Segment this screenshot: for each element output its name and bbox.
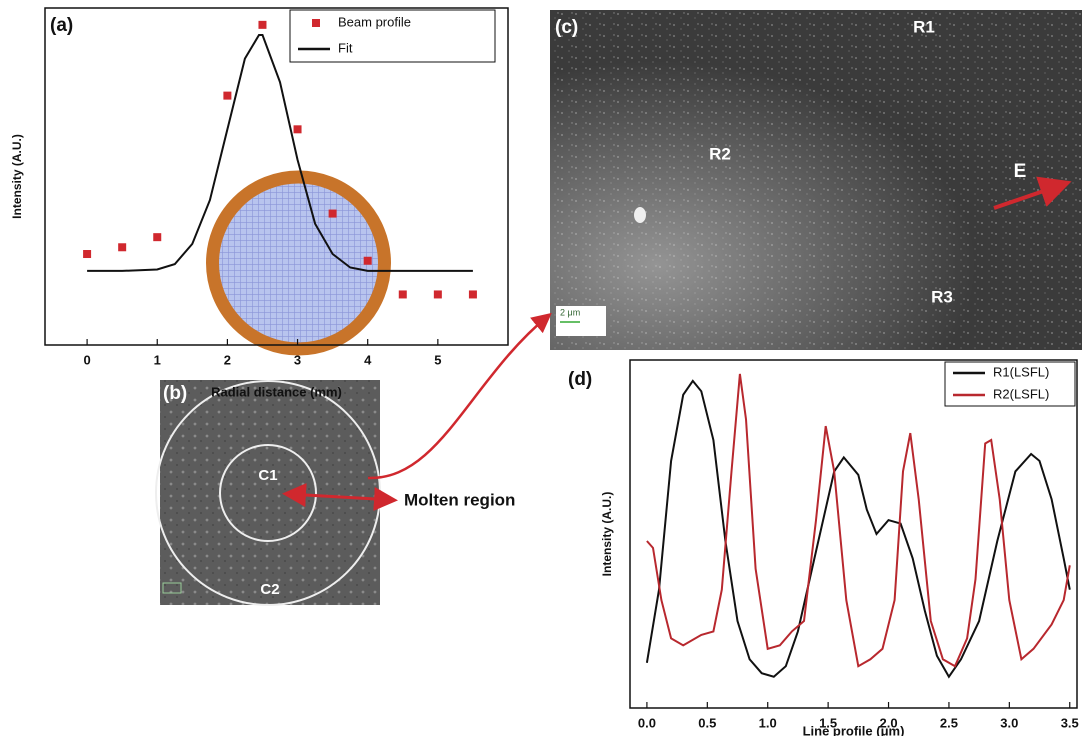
data-line — [87, 34, 473, 272]
panel-label: (b) — [163, 383, 187, 404]
panel-label: (a) — [50, 15, 73, 36]
region-label: R2 — [709, 144, 731, 163]
x-tick-label: 0.0 — [638, 715, 656, 730]
data-line — [645, 379, 1071, 679]
x-tick-label: 3.0 — [1000, 715, 1018, 730]
x-axis-label: Line profile (μm) — [803, 723, 905, 736]
field-label: E — [1014, 161, 1027, 182]
x-tick-label: 5 — [434, 352, 441, 367]
data-point — [398, 290, 407, 299]
panel-label: (d) — [568, 369, 592, 390]
image-c — [550, 10, 1082, 350]
data-point — [363, 256, 372, 265]
x-tick-label: 2 — [224, 352, 231, 367]
overlay-image — [206, 170, 391, 356]
data-point — [153, 233, 162, 242]
region-label: C2 — [260, 581, 279, 598]
legend-swatch — [312, 19, 320, 27]
y-axis-label: Intensity (A.U.) — [10, 134, 24, 219]
region-label: R1 — [913, 17, 935, 36]
x-tick-label: 0.5 — [698, 715, 716, 730]
legend-label: R1(LSFL) — [993, 364, 1049, 379]
data-line — [646, 373, 1071, 668]
legend-box — [944, 361, 1076, 407]
panel-label: (c) — [555, 17, 578, 38]
image-b — [155, 380, 381, 606]
x-tick-label: 3 — [294, 352, 301, 367]
arrow — [282, 483, 398, 511]
x-tick-label: 1 — [154, 352, 161, 367]
region-label: C1 — [258, 467, 277, 484]
annotation: Molten region — [404, 490, 515, 509]
data-point — [258, 20, 267, 29]
plot-frame — [44, 7, 509, 346]
x-tick-label: 1.5 — [819, 715, 837, 730]
x-tick-label: 3.5 — [1061, 715, 1079, 730]
data-point — [83, 250, 92, 259]
legend-label: R2(LSFL) — [993, 386, 1049, 401]
x-tick-label: 2.5 — [940, 715, 958, 730]
region-label: R3 — [931, 287, 953, 306]
x-tick-label: 4 — [364, 352, 372, 367]
x-tick-label: 1.0 — [759, 715, 777, 730]
arrow — [367, 312, 552, 480]
data-point — [118, 243, 127, 252]
x-axis-label: Radial distance (mm) — [211, 384, 342, 399]
plot-frame — [629, 359, 1078, 709]
x-tick-label: 2.0 — [879, 715, 897, 730]
legend-label: Beam profile — [338, 14, 411, 29]
legend-box — [289, 9, 496, 63]
arrow — [993, 176, 1072, 210]
data-point — [328, 209, 337, 218]
data-point — [433, 290, 442, 299]
x-tick-label: 0 — [83, 352, 90, 367]
data-point — [468, 290, 477, 299]
data-point — [223, 91, 232, 100]
legend-label: Fit — [338, 40, 353, 55]
scale-bar: 2 μm — [560, 307, 580, 317]
y-axis-label: Intensity (A.U.) — [600, 492, 614, 577]
data-point — [293, 125, 302, 134]
